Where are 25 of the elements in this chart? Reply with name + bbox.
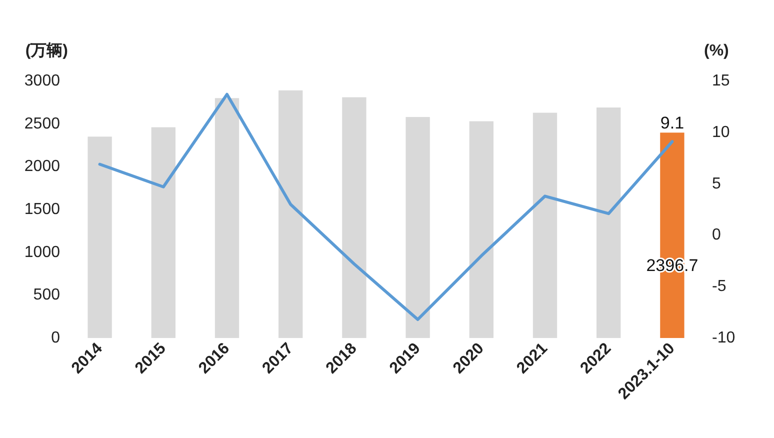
- y-tick-label: 1000: [24, 244, 60, 261]
- bar: [596, 108, 621, 338]
- bar: [406, 116, 430, 338]
- bar: [151, 127, 176, 338]
- data-label: 9.1: [660, 114, 684, 133]
- y2-tick-label: 10: [712, 124, 730, 141]
- y-tick-label: 3000: [24, 72, 60, 90]
- y2-axis-title: (%): [704, 42, 729, 60]
- y-tick-label: 2500: [24, 115, 60, 132]
- bar: [532, 112, 558, 338]
- y-tick-label: 500: [33, 286, 60, 304]
- bar: [278, 90, 303, 338]
- y2-tick-label: 5: [712, 175, 721, 192]
- y-tick-label: 2000: [24, 158, 60, 176]
- y-tick-label: 1500: [24, 201, 60, 218]
- y2-tick-label: -10: [712, 330, 736, 346]
- y2-tick-label: -5: [712, 278, 726, 296]
- bar: [214, 98, 240, 338]
- y-tick-label: 0: [51, 330, 60, 346]
- bar: [88, 136, 112, 338]
- y-axis-title: (万辆): [25, 42, 68, 60]
- bar: [342, 97, 366, 338]
- bar: [469, 121, 494, 338]
- y2-tick-label: 0: [712, 226, 721, 244]
- y2-tick-label: 15: [712, 72, 730, 90]
